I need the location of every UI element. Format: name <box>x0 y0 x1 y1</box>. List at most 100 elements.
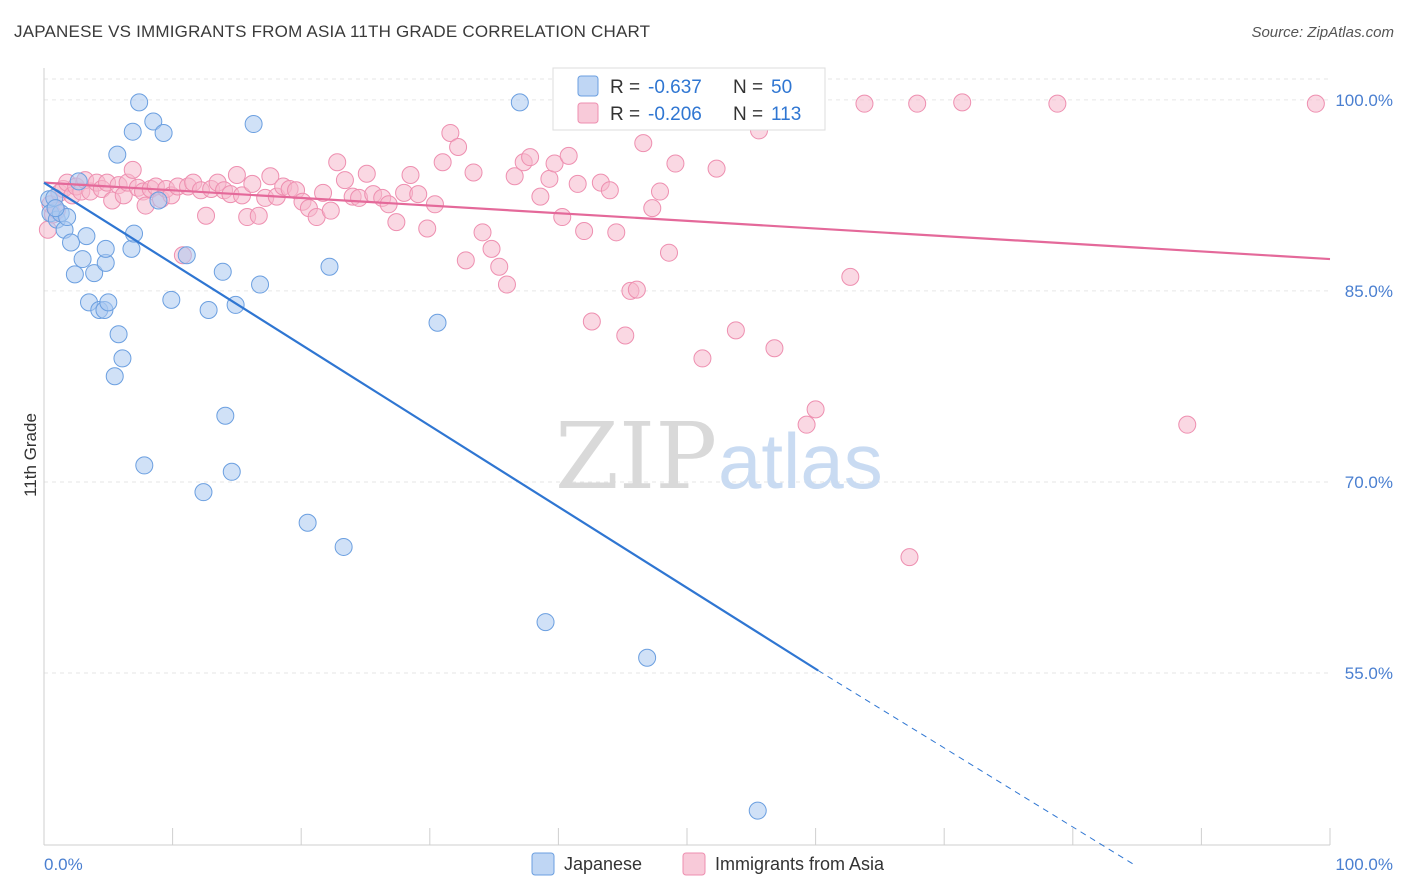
asia-point-55 <box>335 171 354 190</box>
legend-n-label-asia: N = <box>733 104 763 125</box>
legend-swatch-asia <box>577 102 599 124</box>
japanese-point-9 <box>69 172 88 191</box>
asia-point-105 <box>806 400 825 419</box>
japanese-point-40 <box>251 275 270 294</box>
asia-point-97 <box>659 243 678 262</box>
asia-point-76 <box>497 275 516 294</box>
asia-point-66 <box>418 219 437 238</box>
japanese-point-42 <box>320 257 339 276</box>
trend-line-japanese <box>43 181 819 672</box>
x-tick-labels: 0.0% 100.0% <box>44 855 1393 874</box>
japanese-point-20 <box>108 145 127 164</box>
asia-point-108 <box>900 548 919 567</box>
asia-point-82 <box>545 154 564 173</box>
asia-point-103 <box>765 339 784 358</box>
asia-point-89 <box>600 181 619 200</box>
legend-r-value-asia: -0.206 <box>648 104 702 125</box>
japanese-point-21 <box>109 325 128 344</box>
asia-point-70 <box>449 137 468 156</box>
japanese-point-32 <box>177 246 196 265</box>
japanese-point-44 <box>428 313 447 332</box>
asia-point-91 <box>616 326 635 345</box>
asia-point-74 <box>482 239 501 258</box>
y-tick-label-3: 100.0% <box>1335 91 1393 110</box>
asia-point-85 <box>568 174 587 193</box>
asia-point-42 <box>249 206 268 225</box>
chart-title: JAPANESE VS IMMIGRANTS FROM ASIA 11TH GR… <box>14 22 651 41</box>
asia-point-69 <box>441 123 460 142</box>
japanese-point-37 <box>222 462 241 481</box>
asia-point-68 <box>433 153 452 172</box>
x-tick-marks <box>43 828 1331 845</box>
japanese-point-47 <box>638 648 657 667</box>
japanese-point-33 <box>194 483 213 502</box>
asia-point-79 <box>521 148 540 167</box>
correlation-legend: R = -0.637 N = 50 R = -0.206 N = 113 <box>552 67 826 131</box>
asia-point-99 <box>693 349 712 368</box>
trend-line-japanese-extension <box>817 670 1134 865</box>
asia-point-112 <box>1178 415 1197 434</box>
japanese-point-11 <box>77 227 96 246</box>
japanese-point-18 <box>99 293 118 312</box>
y-tick-label-1: 70.0% <box>1345 473 1393 492</box>
japanese-point-30 <box>154 123 173 142</box>
japanese-point-29 <box>149 191 168 210</box>
asia-point-93 <box>627 280 646 299</box>
asia-point-90 <box>607 223 626 242</box>
japanese-point-26 <box>130 93 149 112</box>
legend-label-japanese: Japanese <box>564 854 642 874</box>
japanese-point-31 <box>162 290 181 309</box>
asia-point-75 <box>490 257 509 276</box>
asia-point-96 <box>650 182 669 201</box>
japanese-point-10 <box>73 250 92 269</box>
asia-point-100 <box>707 159 726 178</box>
asia-point-58 <box>357 164 376 183</box>
legend-swatch-asia-bottom <box>682 852 706 876</box>
series-immigrants-from-asia <box>38 90 1325 567</box>
asia-point-64 <box>401 165 420 184</box>
asia-point-113 <box>1306 94 1325 113</box>
asia-point-87 <box>582 312 601 331</box>
japanese-point-35 <box>213 262 232 281</box>
x-tick-label-1: 100.0% <box>1335 855 1393 874</box>
asia-point-54 <box>328 153 347 172</box>
asia-point-71 <box>456 251 475 270</box>
asia-point-109 <box>908 94 927 113</box>
asia-point-86 <box>575 222 594 241</box>
japanese-point-27 <box>135 456 154 475</box>
japanese-point-36 <box>216 406 235 425</box>
japanese-point-46 <box>536 613 555 632</box>
japanese-point-45 <box>510 93 529 112</box>
asia-point-81 <box>540 169 559 188</box>
legend-label-asia: Immigrants from Asia <box>715 854 885 874</box>
asia-point-52 <box>314 183 333 202</box>
legend-n-value-japanese: 50 <box>771 77 792 98</box>
japanese-point-41 <box>298 513 317 532</box>
legend-swatch-japanese <box>577 75 599 97</box>
legend-r-label-asia: R = <box>610 104 640 125</box>
asia-point-72 <box>464 163 483 182</box>
japanese-point-7 <box>62 233 81 252</box>
y-axis-label: 11th Grade <box>21 413 40 497</box>
japanese-point-24 <box>123 122 142 141</box>
asia-point-38 <box>227 165 246 184</box>
japanese-point-34 <box>199 301 218 320</box>
japanese-point-28 <box>144 112 163 131</box>
asia-point-62 <box>387 213 406 232</box>
asia-point-107 <box>855 94 874 113</box>
y-tick-labels: 55.0% 70.0% 85.0% 100.0% <box>1335 91 1393 683</box>
japanese-point-48 <box>748 801 767 820</box>
watermark-zip: ZIP <box>555 403 717 510</box>
asia-point-104 <box>797 415 816 434</box>
asia-point-110 <box>953 93 972 112</box>
asia-point-106 <box>841 267 860 286</box>
japanese-point-13 <box>85 264 104 283</box>
legend-n-value-asia: 113 <box>771 104 801 125</box>
trend-line-asia <box>43 181 1331 261</box>
series-japanese <box>40 93 767 820</box>
asia-point-77 <box>505 167 524 186</box>
asia-point-41 <box>243 174 262 193</box>
japanese-point-22 <box>113 349 132 368</box>
japanese-point-19 <box>105 367 124 386</box>
asia-point-67 <box>425 195 444 214</box>
